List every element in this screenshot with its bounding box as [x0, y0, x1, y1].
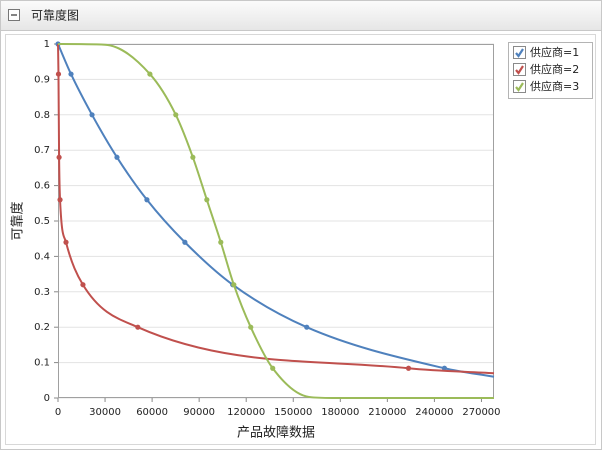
- data-point: [135, 324, 141, 330]
- data-point: [173, 112, 179, 118]
- x-tick-label: 150000: [274, 407, 312, 418]
- x-tick-label: 210000: [368, 407, 406, 418]
- legend-item[interactable]: 供应商=1: [513, 45, 580, 59]
- legend-item[interactable]: 供应商=3: [513, 79, 580, 93]
- data-point: [147, 71, 153, 77]
- x-tick-label: 180000: [321, 407, 359, 418]
- chart-frame: [5, 34, 596, 445]
- data-point: [204, 197, 210, 203]
- y-tick-label: 0.3: [34, 287, 50, 298]
- data-point: [144, 197, 150, 203]
- y-tick-label: 0: [44, 393, 50, 404]
- data-point: [231, 282, 237, 288]
- data-point: [55, 71, 62, 77]
- x-tick-label: 270000: [462, 407, 500, 418]
- y-tick-label: 0.7: [34, 145, 50, 156]
- data-point: [270, 365, 276, 371]
- legend-label: 供应商=2: [530, 62, 579, 76]
- data-point: [441, 365, 448, 371]
- data-point: [248, 324, 254, 330]
- y-tick-label: 1: [44, 39, 50, 50]
- y-tick-label: 0.6: [34, 181, 50, 192]
- collapse-button[interactable]: [8, 9, 20, 21]
- y-tick-label: 0.1: [34, 358, 50, 369]
- data-point: [57, 197, 63, 203]
- plot-border: [58, 44, 494, 398]
- data-point: [80, 282, 86, 288]
- legend-item[interactable]: 供应商=2: [513, 62, 580, 76]
- data-point: [405, 365, 412, 371]
- data-point: [63, 239, 69, 245]
- y-tick-label: 0.9: [34, 74, 50, 85]
- legend-check: [515, 48, 524, 58]
- x-tick-label: 240000: [415, 407, 453, 418]
- data-point: [190, 154, 196, 160]
- panel-header: [1, 1, 601, 30]
- legend-check: [515, 82, 524, 92]
- data-point: [182, 239, 188, 245]
- legend-label: 供应商=3: [530, 79, 579, 93]
- x-tick-label: 0: [55, 407, 61, 418]
- x-tick-label: 30000: [89, 407, 121, 418]
- series-line: [57, 43, 495, 375]
- legend-label: 供应商=1: [530, 45, 579, 59]
- data-point: [68, 71, 74, 77]
- data-point: [304, 324, 310, 330]
- y-axis-title: 可靠度: [10, 201, 26, 240]
- panel-title: 可靠度图: [31, 8, 79, 23]
- x-tick-label: 60000: [136, 407, 168, 418]
- data-point: [218, 239, 224, 245]
- x-tick-label: 90000: [183, 407, 215, 418]
- x-axis-title: 产品故障数据: [237, 426, 315, 441]
- data-point: [114, 154, 120, 160]
- y-tick-label: 0.5: [34, 216, 50, 227]
- y-tick-label: 0.8: [34, 110, 50, 121]
- legend-check: [515, 65, 524, 75]
- legend: 供应商=1 供应商=2 供应商=3: [508, 42, 593, 99]
- y-tick-label: 0.2: [34, 322, 50, 333]
- data-point: [56, 154, 62, 160]
- y-tick-label: 0.4: [34, 251, 50, 262]
- data-point: [89, 112, 95, 118]
- x-tick-label: 120000: [227, 407, 265, 418]
